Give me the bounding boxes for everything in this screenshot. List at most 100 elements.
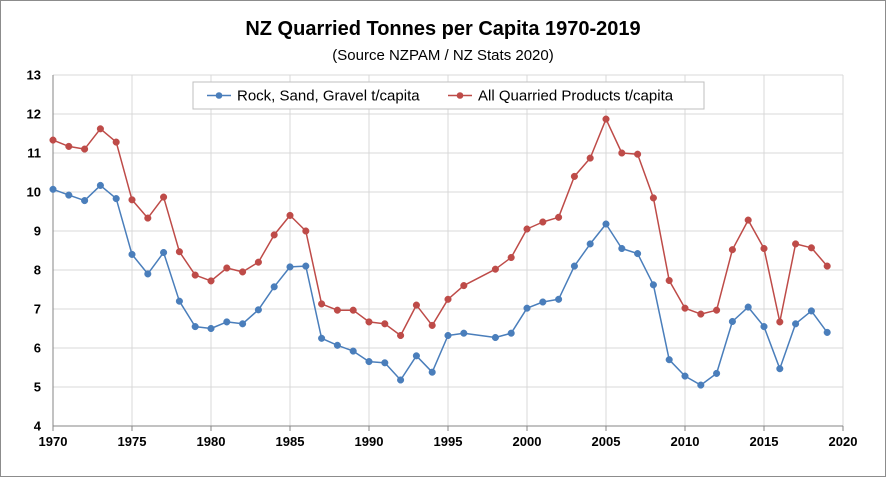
rock-sand-gravel-point xyxy=(223,318,231,326)
y-tick-label: 6 xyxy=(34,341,41,356)
all-quarried-products-point xyxy=(302,227,310,235)
all-quarried-products-point xyxy=(381,320,389,328)
y-tick-label: 5 xyxy=(34,380,41,395)
all-quarried-products-point xyxy=(523,225,531,233)
y-tick-label: 7 xyxy=(34,302,41,317)
all-quarried-products-point xyxy=(697,310,705,318)
all-quarried-products-point xyxy=(128,196,136,204)
all-quarried-products-point xyxy=(349,306,357,314)
x-tick-label: 1980 xyxy=(197,434,226,449)
x-tick-label: 2005 xyxy=(592,434,621,449)
rock-sand-gravel-point xyxy=(444,331,452,340)
rock-sand-gravel-point xyxy=(634,250,642,258)
rock-sand-gravel-point xyxy=(160,248,168,257)
rock-sand-gravel-point xyxy=(381,359,389,367)
rock-sand-gravel-point xyxy=(128,250,136,258)
all-quarried-products-point xyxy=(570,172,578,180)
rock-sand-gravel-point xyxy=(649,281,657,289)
rock-sand-gravel-point xyxy=(349,347,357,355)
legend-marker-all-quarried-products xyxy=(456,92,464,99)
series-layer xyxy=(49,115,831,389)
rock-sand-gravel-point xyxy=(555,295,563,303)
all-quarried-products-point xyxy=(112,138,120,146)
all-quarried-products-point xyxy=(681,304,689,312)
all-quarried-products-point xyxy=(586,154,594,162)
all-quarried-products-point xyxy=(744,216,752,224)
y-tick-label: 4 xyxy=(34,419,42,434)
all-quarried-products-point xyxy=(81,145,89,153)
all-quarried-products-point xyxy=(602,115,610,123)
rock-sand-gravel-point xyxy=(96,181,104,189)
rock-sand-gravel-point xyxy=(665,356,673,364)
legend-label-rock-sand-gravel: Rock, Sand, Gravel t/capita xyxy=(237,88,420,105)
all-quarried-products-point xyxy=(444,295,452,303)
all-quarried-products-point xyxy=(760,244,768,253)
rock-sand-gravel-point xyxy=(412,352,420,360)
rock-sand-gravel-point xyxy=(428,368,436,376)
x-tick-label: 2015 xyxy=(750,434,779,449)
x-tick-label: 1975 xyxy=(118,434,147,449)
rock-sand-gravel-point xyxy=(586,240,594,248)
all-quarried-products-point xyxy=(318,300,326,308)
rock-sand-gravel-point xyxy=(302,262,310,270)
axes: 4 5 6 7 8 9 10 11 12 13 1970 1975 1980 1985 1990 1995 20… xyxy=(27,68,858,450)
rock-sand-gravel-point xyxy=(570,262,578,270)
all-quarried-products-point xyxy=(555,213,563,221)
x-tick-label: 1990 xyxy=(355,434,384,449)
all-quarried-products-point xyxy=(160,193,168,201)
rock-sand-gravel-point xyxy=(191,323,199,331)
all-quarried-products-point xyxy=(223,264,231,272)
all-quarried-products-point xyxy=(96,125,104,133)
all-quarried-products-point xyxy=(175,248,183,256)
all-quarried-products-point xyxy=(807,244,815,252)
rock-sand-gravel-point xyxy=(776,365,784,373)
all-quarried-products-point xyxy=(728,246,736,254)
all-quarried-products-point xyxy=(776,318,784,326)
all-quarried-products-point xyxy=(239,268,247,276)
rock-sand-gravel-point xyxy=(823,328,831,336)
all-quarried-products-point xyxy=(507,253,515,262)
rock-sand-gravel-point xyxy=(697,381,705,389)
all-quarried-products-point xyxy=(823,262,831,270)
all-quarried-products-point xyxy=(460,282,468,290)
rock-sand-gravel-point xyxy=(239,320,247,328)
all-quarried-products-point xyxy=(254,258,262,266)
all-quarried-products-point xyxy=(333,306,341,314)
all-quarried-products-point xyxy=(428,321,436,329)
all-quarried-products-point xyxy=(207,277,215,285)
rock-sand-gravel-point xyxy=(744,303,752,311)
x-tick-label: 2020 xyxy=(829,434,858,449)
rock-sand-gravel-point xyxy=(286,263,294,271)
all-quarried-products-point xyxy=(144,214,152,222)
all-quarried-products-line xyxy=(52,118,828,337)
y-tick-label: 12 xyxy=(27,107,41,122)
rock-sand-gravel-point xyxy=(728,317,736,326)
all-quarried-products-point xyxy=(270,231,278,239)
all-quarried-products-point xyxy=(491,265,499,273)
rock-sand-gravel-point xyxy=(523,304,531,312)
x-tick-label: 1995 xyxy=(434,434,463,449)
rock-sand-gravel-point xyxy=(491,333,499,342)
all-quarried-products-point xyxy=(618,149,626,157)
rock-sand-gravel-point xyxy=(207,324,215,333)
all-quarried-products-point xyxy=(191,271,199,279)
rock-sand-gravel-point xyxy=(365,358,373,366)
all-quarried-products-point xyxy=(49,136,57,144)
all-quarried-products-point xyxy=(286,211,294,219)
rock-sand-gravel-point xyxy=(602,220,610,228)
rock-sand-gravel-point xyxy=(507,329,515,337)
rock-sand-gravel-point xyxy=(460,329,468,337)
x-tick-label: 1970 xyxy=(39,434,68,449)
legend-marker-rock-sand-gravel xyxy=(215,92,223,99)
rock-sand-gravel-point xyxy=(49,185,57,193)
all-quarried-products-point xyxy=(65,142,73,150)
x-tick-label: 1985 xyxy=(276,434,305,449)
rock-sand-gravel-point xyxy=(270,283,278,291)
all-quarried-products-point xyxy=(665,276,673,285)
rock-sand-gravel-point xyxy=(681,372,689,380)
rock-sand-gravel-point xyxy=(254,306,262,314)
all-quarried-products-point xyxy=(539,218,547,226)
y-tick-label: 11 xyxy=(27,146,41,161)
legend: Rock, Sand, Gravel t/capita All Quarried … xyxy=(192,81,705,110)
all-quarried-products-point xyxy=(365,318,373,326)
